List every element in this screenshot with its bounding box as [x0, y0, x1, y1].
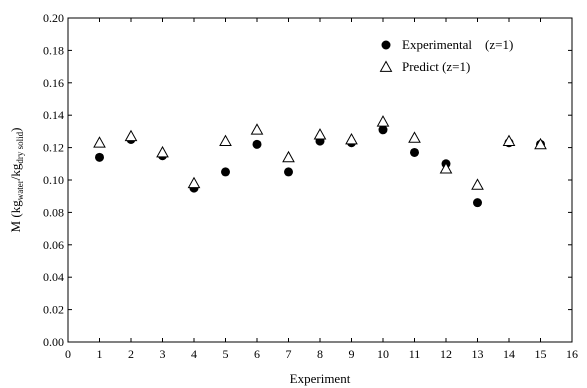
y-tick-label: 0.00 [43, 335, 64, 349]
y-tick-label: 0.10 [43, 173, 64, 187]
predict-point [250, 123, 264, 135]
x-tick-label: 11 [409, 347, 421, 361]
x-tick-label: 16 [566, 347, 578, 361]
experimental-point [378, 125, 388, 135]
predict-point [376, 115, 390, 127]
data-marks [93, 115, 547, 208]
y-tick-label: 0.04 [43, 270, 64, 284]
x-tick-label: 5 [223, 347, 229, 361]
y-tick-label: 0.18 [43, 43, 64, 57]
x-tick-label: 6 [254, 347, 260, 361]
y-tick-label: 0.02 [43, 303, 64, 317]
y-tick-label: 0.12 [43, 141, 64, 155]
x-axis-title: Experiment [290, 371, 351, 386]
y-axis-title-main: M (kg [8, 200, 23, 233]
predict-point [219, 134, 232, 147]
legend-predict-marker [379, 60, 393, 72]
y-tick-label: 0.20 [43, 11, 64, 25]
experimental-point [284, 167, 293, 177]
experimental-point [95, 152, 104, 162]
predict-point [439, 162, 453, 174]
predict-point [187, 176, 201, 189]
axis-ticks: 0 1 2 3 4 5 6 7 8 9 10 11 12 13 14 15 160.000.020.040.06… [43, 11, 578, 361]
x-tick-label: 10 [377, 347, 389, 361]
y-axis-title-end: ) [8, 128, 23, 132]
x-tick-label: 7 [286, 347, 292, 361]
y-tick-label: 0.16 [43, 76, 64, 90]
plot-frame [67, 17, 573, 343]
legend-experimental-marker [381, 40, 391, 50]
x-tick-label: 13 [472, 347, 484, 361]
predict-point [93, 136, 106, 148]
predict-point [345, 132, 358, 145]
y-axis-title-mid: /kg [8, 163, 23, 180]
x-tick-label: 9 [349, 347, 355, 361]
x-tick-label: 3 [160, 347, 166, 361]
experimental-point [410, 147, 419, 157]
experimental-point [252, 139, 262, 149]
predict-point [313, 128, 327, 140]
predict-point [408, 131, 421, 143]
predict-point [502, 134, 516, 147]
y-tick-label: 0.08 [43, 205, 64, 219]
x-tick-label: 4 [191, 347, 197, 361]
predict-point [124, 129, 138, 142]
x-tick-label: 0 [65, 347, 71, 361]
predict-point [471, 178, 484, 190]
x-tick-label: 2 [128, 347, 134, 361]
x-tick-label: 15 [535, 347, 547, 361]
y-axis-title-sub1: water [15, 180, 25, 200]
experimental-point [221, 167, 230, 177]
x-tick-label: 8 [317, 347, 323, 361]
y-axis-title: M (kgwater/kgdry solid) [8, 128, 25, 233]
legend: Experimental (z=1) Predict (z=1) [379, 37, 513, 74]
x-tick-label: 14 [503, 347, 515, 361]
y-tick-label: 0.06 [43, 238, 64, 252]
experimental-point [473, 198, 482, 208]
x-tick-label: 12 [440, 347, 452, 361]
legend-experimental-label: Experimental (z=1) [402, 37, 513, 52]
y-tick-label: 0.14 [43, 108, 64, 122]
predict-point [156, 145, 169, 158]
legend-predict-label: Predict (z=1) [402, 59, 470, 74]
y-axis-title-sub2: dry solid [15, 131, 25, 163]
x-tick-label: 1 [97, 347, 103, 361]
predict-point [282, 150, 295, 163]
predict-point [534, 137, 547, 150]
